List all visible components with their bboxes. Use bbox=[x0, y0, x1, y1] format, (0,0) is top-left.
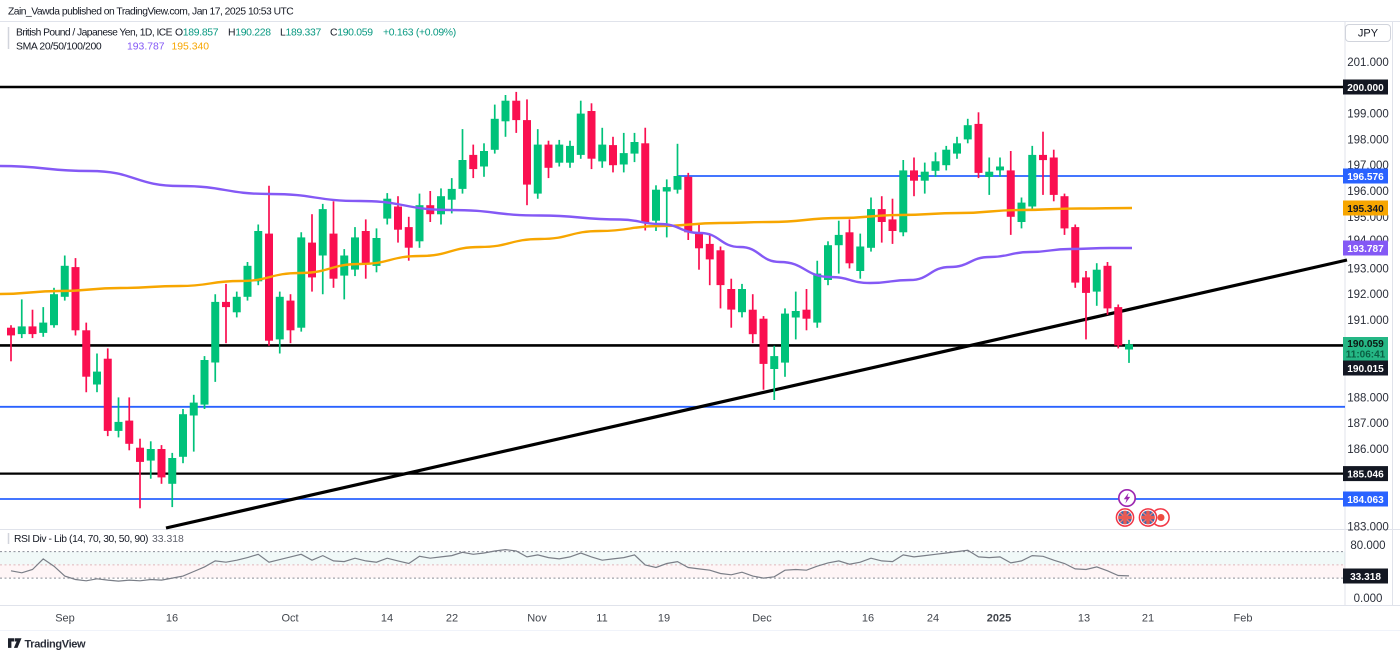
svg-text:192.000: 192.000 bbox=[1347, 289, 1389, 301]
svg-text:TradingView: TradingView bbox=[25, 639, 87, 651]
svg-text:0.000: 0.000 bbox=[1354, 593, 1383, 605]
svg-text:193.787: 193.787 bbox=[127, 42, 165, 53]
svg-text:C190.059: C190.059 bbox=[330, 28, 373, 39]
svg-text:201.000: 201.000 bbox=[1347, 57, 1389, 69]
svg-text:11:06:41: 11:06:41 bbox=[1346, 350, 1386, 361]
svg-text:24: 24 bbox=[927, 613, 939, 625]
svg-text:33.318: 33.318 bbox=[1350, 572, 1381, 583]
svg-text:Dec: Dec bbox=[752, 613, 772, 625]
svg-text:188.000: 188.000 bbox=[1347, 392, 1389, 404]
svg-text:195.340: 195.340 bbox=[172, 42, 210, 53]
svg-text:198.000: 198.000 bbox=[1347, 134, 1389, 146]
svg-text:11: 11 bbox=[596, 613, 607, 625]
svg-text:L189.337: L189.337 bbox=[280, 28, 321, 39]
svg-text:14: 14 bbox=[381, 613, 393, 625]
svg-text:195.340: 195.340 bbox=[1347, 204, 1384, 215]
svg-text:13: 13 bbox=[1078, 613, 1090, 625]
svg-text:193.000: 193.000 bbox=[1347, 263, 1389, 275]
svg-text:33.318: 33.318 bbox=[152, 534, 184, 545]
svg-text:190.059: 190.059 bbox=[1347, 339, 1384, 350]
svg-text:Feb: Feb bbox=[1234, 613, 1253, 625]
svg-text:Oct: Oct bbox=[281, 613, 298, 625]
svg-text:Sep: Sep bbox=[55, 613, 75, 625]
svg-text:16: 16 bbox=[862, 613, 874, 625]
svg-text:SMA 20/50/100/200: SMA 20/50/100/200 bbox=[16, 42, 102, 53]
svg-text:196.000: 196.000 bbox=[1347, 186, 1389, 198]
svg-text:185.046: 185.046 bbox=[1347, 469, 1384, 480]
svg-text:JPY: JPY bbox=[1358, 28, 1379, 40]
svg-text:190.015: 190.015 bbox=[1347, 364, 1384, 375]
svg-text:186.000: 186.000 bbox=[1347, 444, 1389, 456]
svg-text:183.000: 183.000 bbox=[1347, 521, 1389, 533]
svg-text:British Pound / Japanese Yen,: British Pound / Japanese Yen, 1D, ICE bbox=[16, 28, 173, 39]
svg-text:199.000: 199.000 bbox=[1347, 109, 1389, 121]
svg-text:193.787: 193.787 bbox=[1347, 244, 1384, 255]
svg-text:H190.228: H190.228 bbox=[228, 28, 271, 39]
svg-text:16: 16 bbox=[166, 613, 178, 625]
svg-text:RSI Div - Lib (14, 70, 30, 50,: RSI Div - Lib (14, 70, 30, 50, 90) bbox=[14, 534, 148, 545]
svg-text:2025: 2025 bbox=[987, 613, 1011, 625]
svg-text:196.576: 196.576 bbox=[1347, 172, 1384, 183]
svg-text:19: 19 bbox=[658, 613, 670, 625]
svg-text:184.063: 184.063 bbox=[1347, 495, 1384, 506]
svg-text:Zain_Vawda published on Tradin: Zain_Vawda published on TradingView.com,… bbox=[8, 7, 294, 18]
svg-text:Nov: Nov bbox=[527, 613, 547, 625]
svg-text:21: 21 bbox=[1142, 613, 1154, 625]
svg-text:80.000: 80.000 bbox=[1350, 540, 1385, 552]
svg-text:200.000: 200.000 bbox=[1347, 83, 1384, 94]
svg-text:+0.163 (+0.09%): +0.163 (+0.09%) bbox=[383, 28, 456, 39]
svg-text:187.000: 187.000 bbox=[1347, 418, 1389, 430]
svg-text:O189.857: O189.857 bbox=[175, 28, 219, 39]
svg-text:191.000: 191.000 bbox=[1347, 315, 1389, 327]
svg-text:22: 22 bbox=[446, 613, 458, 625]
